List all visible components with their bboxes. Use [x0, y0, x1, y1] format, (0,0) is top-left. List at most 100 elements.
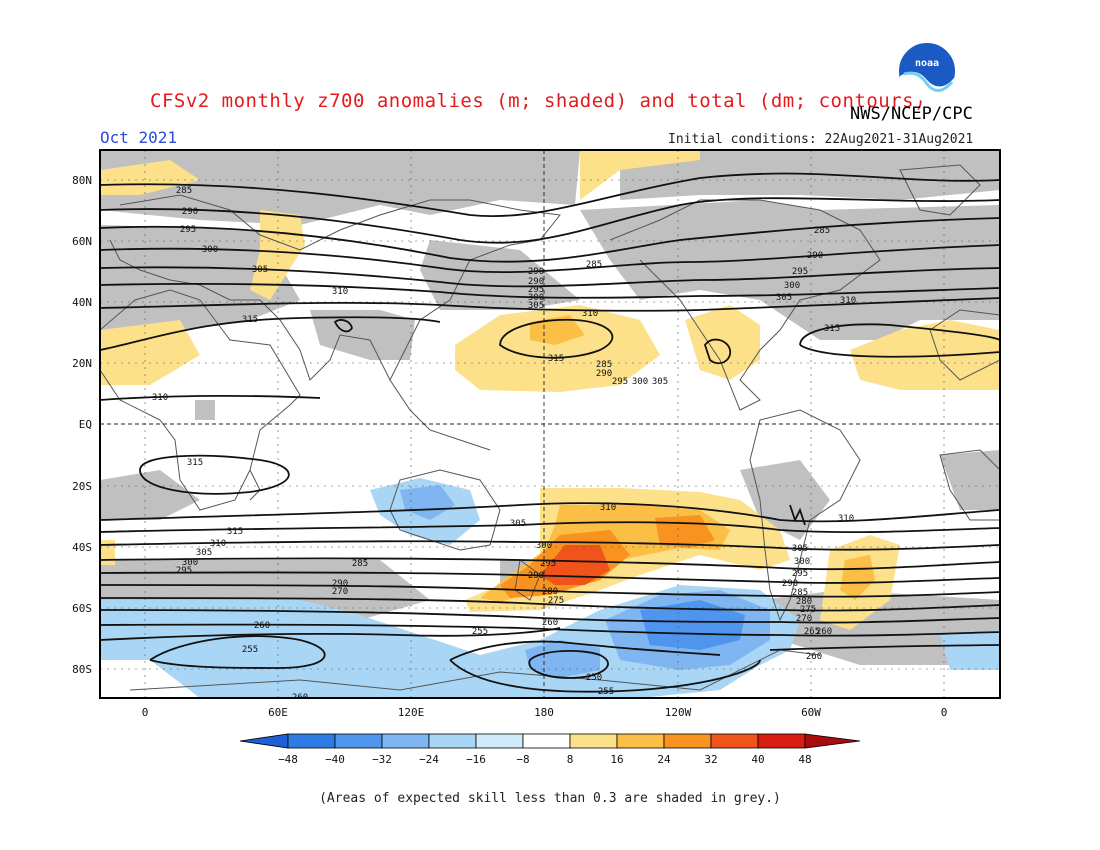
contour-label: 265 — [804, 627, 820, 637]
contour-label: 285 — [586, 260, 602, 270]
contour-label: 295 — [176, 566, 192, 576]
lon-label: 120E — [398, 706, 425, 719]
low-skill-regions — [100, 150, 1000, 665]
contour-label: 295 — [792, 569, 808, 579]
colorbar-label: −32 — [372, 753, 392, 766]
contour-label: 310 — [840, 296, 856, 306]
colorbar-label: −16 — [466, 753, 486, 766]
chart-title: CFSv2 monthly z700 anomalies (m; shaded)… — [150, 90, 927, 112]
colorbar-label: 16 — [610, 753, 623, 766]
contour-label: 310 — [600, 503, 616, 513]
contour-label: 305 — [510, 519, 526, 529]
colorbar-arrow-right — [804, 733, 861, 749]
contour-lines — [100, 172, 1000, 693]
contour-label: 300 — [202, 245, 218, 255]
lat-label: 80S — [72, 663, 92, 676]
contour-label: 300 — [528, 293, 544, 303]
lat-label: 80N — [72, 174, 92, 187]
colorbar-cell — [616, 733, 665, 749]
contour-label: 280 — [542, 587, 558, 597]
colorbar-cell — [287, 733, 336, 749]
lon-label: 60W — [801, 706, 821, 719]
contour-label: 290 — [332, 579, 348, 589]
lat-lon-grid — [100, 150, 1000, 698]
lon-labels: 0 60E 120E 180 120W 60W 0 — [142, 706, 948, 719]
colorbar-cell — [757, 733, 806, 749]
contour-label: 305 — [652, 377, 668, 387]
contour-label: 305 — [196, 548, 212, 558]
noaa-logo-text: noaa — [915, 58, 939, 69]
colorbar: −48 −40 −32 −24 −16 −8 8 16 24 32 40 48 — [239, 733, 861, 766]
colorbar-cell — [381, 733, 430, 749]
contour-label: 300 — [632, 377, 648, 387]
contour-label: 305 — [792, 544, 808, 554]
contour-label: 260 — [806, 652, 822, 662]
colorbar-cell — [522, 733, 571, 749]
skill-note: (Areas of expected skill less than 0.3 a… — [319, 791, 781, 806]
noaa-logo: noaa — [897, 41, 957, 101]
lon-label: 180 — [534, 706, 554, 719]
contour-label: 260 — [542, 618, 558, 628]
contour-label: 270 — [796, 614, 812, 624]
lat-label: 60S — [72, 602, 92, 615]
contour-label: 290 — [807, 251, 823, 261]
contour-label: 270 — [332, 587, 348, 597]
contour-label: 305 — [252, 265, 268, 275]
coastlines — [100, 164, 1000, 691]
contour-label: 285 — [814, 226, 830, 236]
colorbar-label: −40 — [325, 753, 345, 766]
contour-label: 315 — [824, 324, 840, 334]
colorbar-label: 32 — [704, 753, 717, 766]
contour-label: 275 — [548, 596, 564, 606]
contour-label: 260 — [292, 693, 308, 703]
contour-label: 290 — [528, 277, 544, 287]
lat-label: EQ — [79, 418, 92, 431]
contour-label: 315 — [548, 354, 564, 364]
contour-label: 290 — [182, 207, 198, 217]
contour-label: 290 — [782, 579, 798, 589]
lon-label: 0 — [142, 706, 149, 719]
lat-label: 60N — [72, 235, 92, 248]
colorbar-cell — [428, 733, 477, 749]
forecast-month: Oct 2021 — [100, 128, 178, 147]
colorbar-cell — [569, 733, 618, 749]
lon-label: 0 — [941, 706, 948, 719]
contour-label: 300 — [182, 558, 198, 568]
colorbar-arrow-left — [239, 733, 289, 749]
agency-label: NWS/NCEP/CPC — [850, 104, 973, 124]
initial-conditions: Initial conditions: 22Aug2021-31Aug2021 — [668, 132, 974, 147]
contour-label: 315 — [242, 315, 258, 325]
contour-label: 255 — [242, 645, 258, 655]
lon-label: 60E — [268, 706, 288, 719]
contour-label: 260 — [254, 621, 270, 631]
colorbar-cell — [663, 733, 712, 749]
colorbar-cell — [710, 733, 759, 749]
contour-label: 275 — [800, 605, 816, 615]
lat-label: 20N — [72, 357, 92, 370]
contour-label: 310 — [210, 539, 226, 549]
contour-label: 285 — [352, 559, 368, 569]
colorbar-label: 8 — [567, 753, 574, 766]
contour-label: 315 — [227, 527, 243, 537]
contour-label: 260 — [816, 627, 832, 637]
contour-label: 290 — [528, 267, 544, 277]
contour-label: 295 — [180, 225, 196, 235]
contour-label: 285 — [792, 588, 808, 598]
contour-label: 305 — [528, 301, 544, 311]
colorbar-label: −48 — [278, 753, 298, 766]
contour-label: 295 — [612, 377, 628, 387]
contour-label-layer: 285 290 295 300 305 310 315 285 290 290 … — [152, 186, 856, 703]
contour-label: 255 — [598, 687, 614, 697]
contour-label: 315 — [187, 458, 203, 468]
contour-label: 295 — [528, 285, 544, 295]
equator-dateline — [100, 150, 1000, 698]
colorbar-cell — [475, 733, 524, 749]
contour-label: 310 — [582, 309, 598, 319]
contour-label: 300 — [794, 557, 810, 567]
colorbar-label: 24 — [657, 753, 671, 766]
contour-label: 295 — [792, 267, 808, 277]
map-field: 285 290 295 300 305 310 315 285 290 290 … — [100, 150, 1000, 703]
contour-label: 290 — [528, 571, 544, 581]
contour-label: 310 — [152, 393, 168, 403]
contour-label: 310 — [332, 287, 348, 297]
